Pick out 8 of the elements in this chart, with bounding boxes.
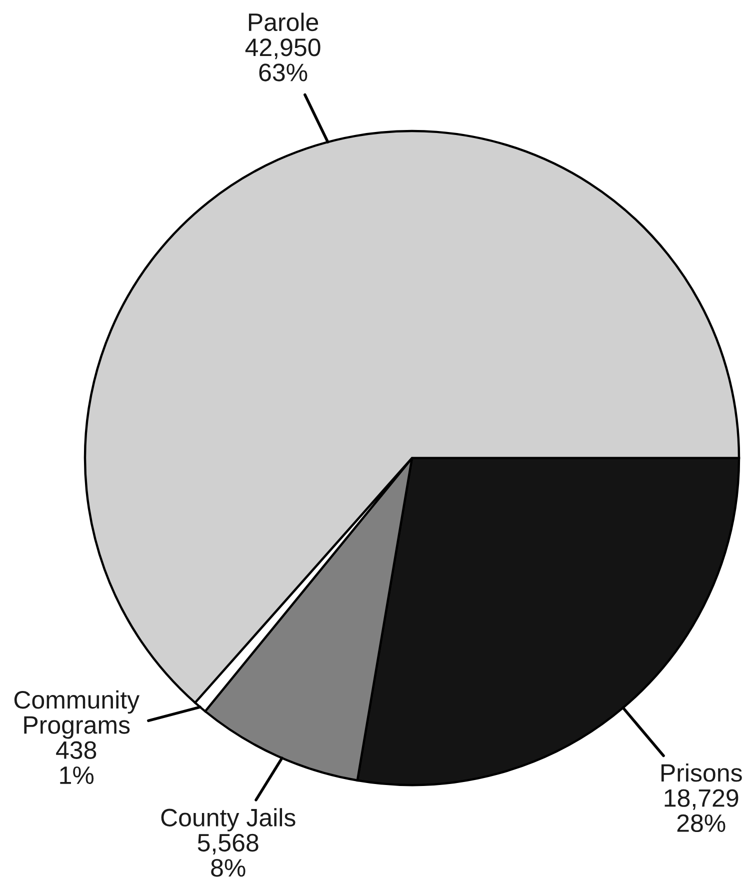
data-label: 5,568 8% bbox=[198, 834, 258, 877]
slice-label: Parole bbox=[248, 12, 318, 32]
data-label: 438 1% bbox=[56, 741, 96, 784]
slice-label: Prisons bbox=[661, 763, 742, 782]
data-label: 18,729 28% bbox=[664, 789, 738, 832]
data-label: 42,950 63% bbox=[245, 38, 320, 82]
slice-label: County Jails bbox=[161, 808, 296, 832]
slice-label: Community Programs bbox=[14, 690, 140, 739]
